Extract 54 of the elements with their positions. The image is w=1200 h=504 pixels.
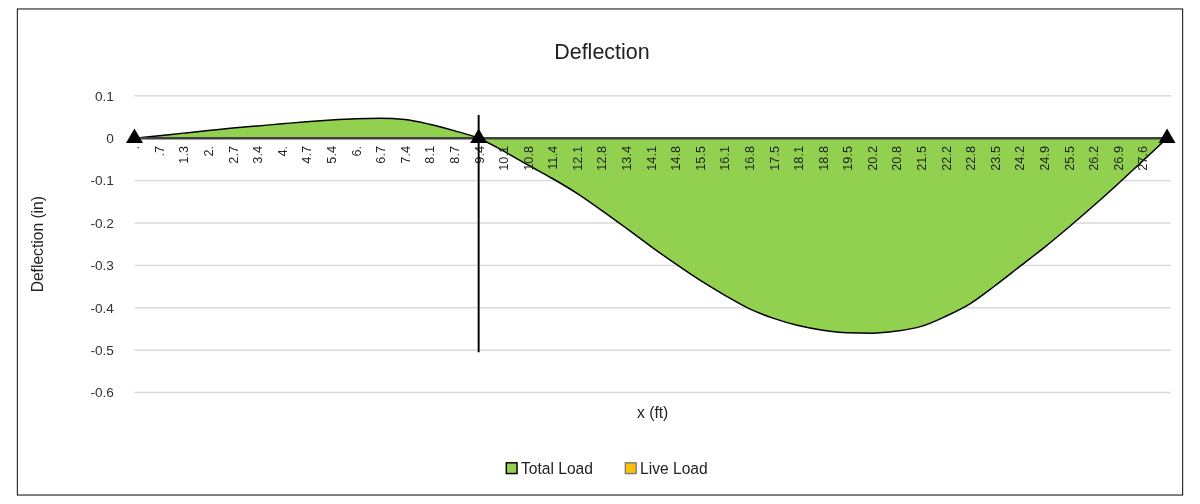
y-tick-label: -0.2 <box>90 215 114 231</box>
x-tick-label: 24.2 <box>1013 146 1028 171</box>
x-tick-label: 18.1 <box>792 146 807 171</box>
x-tick-label: 27.6 <box>1136 146 1151 171</box>
x-tick-label: 15.5 <box>693 146 708 171</box>
x-tick-label: 2. <box>202 146 217 157</box>
x-axis-title: x (ft) <box>637 403 669 421</box>
x-tick-label: 22.2 <box>939 146 954 171</box>
x-tick-label: 8.7 <box>447 146 462 164</box>
y-tick-label: 0 <box>106 131 115 147</box>
x-tick-label: 21.5 <box>915 146 930 171</box>
x-tick-label: 10.8 <box>521 146 536 171</box>
x-tick-label: 22.8 <box>964 146 979 171</box>
x-tick-label: 19.5 <box>841 146 856 171</box>
x-tick-label: 16.8 <box>742 146 757 171</box>
y-tick-label: -0.3 <box>90 258 114 274</box>
x-tick-label: 2.7 <box>226 146 241 164</box>
y-tick-label: 0.1 <box>94 88 114 104</box>
y-axis-title: Deflection (in) <box>28 196 46 293</box>
x-tick-label: 18.8 <box>816 146 831 171</box>
y-tick-label: -0.4 <box>90 300 115 316</box>
x-tick-label: 12.1 <box>570 146 585 171</box>
chart-title: Deflection <box>554 39 650 64</box>
x-tick-label: 6.7 <box>374 146 389 164</box>
y-tick-label: -0.5 <box>90 343 115 359</box>
x-tick-label: 20.8 <box>890 146 905 171</box>
x-tick-label: 20.2 <box>865 146 880 171</box>
x-tick-label: 3.4 <box>251 146 266 164</box>
x-tick-label: 17.5 <box>767 146 782 171</box>
x-tick-label: 1.3 <box>177 146 192 164</box>
x-tick-label: . <box>128 146 143 150</box>
x-tick-label: 12.8 <box>595 146 610 171</box>
x-tick-label: 26.2 <box>1087 146 1102 171</box>
x-tick-label: 13.4 <box>620 146 635 171</box>
x-tick-label: 11.4 <box>546 146 561 170</box>
x-tick-label: .7 <box>152 146 167 157</box>
legend-label: Live Load <box>640 459 708 477</box>
legend-label: Total Load <box>520 459 593 477</box>
x-tick-label: 6. <box>349 146 364 157</box>
y-tick-label: -0.1 <box>90 173 114 189</box>
x-tick-label: 8.1 <box>423 146 438 164</box>
x-tick-label: 10.1 <box>497 146 512 171</box>
x-tick-label: 26.9 <box>1111 146 1126 171</box>
x-tick-label: 4. <box>275 146 290 157</box>
x-tick-label: 14.8 <box>669 146 684 171</box>
x-tick-label: 4.7 <box>300 146 315 164</box>
x-tick-label: 14.1 <box>644 146 659 171</box>
y-tick-label: -0.6 <box>90 385 114 401</box>
x-tick-label: 23.5 <box>988 146 1003 171</box>
x-tick-label: 5.4 <box>325 146 340 164</box>
x-tick-label: 7.4 <box>398 146 413 164</box>
x-tick-label: 16.1 <box>718 146 733 171</box>
x-tick-label: 24.9 <box>1038 146 1053 171</box>
x-tick-label: 25.5 <box>1062 146 1077 171</box>
